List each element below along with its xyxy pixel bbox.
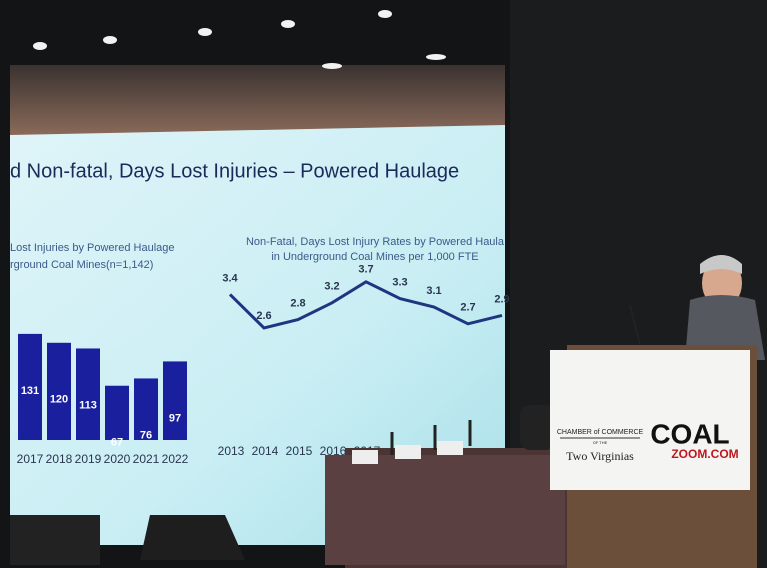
chart-title: in Underground Coal Mines per 1,000 FTE <box>271 251 478 263</box>
bar-value-label: 97 <box>169 412 181 424</box>
bar-value-label: 120 <box>50 394 68 406</box>
data-label: 3.4 <box>222 272 238 284</box>
bar-value-label: 67 <box>111 437 123 449</box>
chart-title: rground Coal Mines(n=1,142) <box>10 259 153 271</box>
x-tick-label: 2013 <box>218 444 245 458</box>
scene: d Non-fatal, Days Lost Injuries – Powere… <box>0 0 767 568</box>
x-tick-label: 2022 <box>162 452 189 466</box>
slide-title: d Non-fatal, Days Lost Injuries – Powere… <box>10 160 459 182</box>
region-text: Two Virginias <box>566 449 634 463</box>
zoom-logo: ZOOM.COM <box>671 447 738 461</box>
seated-person <box>520 405 555 450</box>
stage-strip <box>10 65 505 135</box>
coal-logo: COAL <box>650 418 729 449</box>
data-label: 2.6 <box>256 310 271 322</box>
data-label: 2.9 <box>494 293 509 305</box>
chart-title: Non-Fatal, Days Lost Injury Rates by Pow… <box>246 236 505 248</box>
bar <box>47 343 71 440</box>
page: d Non-fatal, Days Lost Injuries – Powere… <box>0 0 767 568</box>
x-tick-label: 2019 <box>75 452 102 466</box>
bar-value-label: 131 <box>21 385 39 397</box>
data-label: 3.1 <box>426 285 441 297</box>
x-tick-label: 2015 <box>286 444 313 458</box>
x-tick-label: 2017 <box>17 452 44 466</box>
data-label: 3.3 <box>392 277 407 289</box>
data-label: 2.8 <box>290 298 305 310</box>
speaker-box <box>10 515 100 565</box>
data-label: 3.2 <box>324 281 339 293</box>
tablecloth <box>325 455 565 565</box>
x-tick-label: 2020 <box>104 452 131 466</box>
data-label: 3.7 <box>358 264 373 276</box>
x-tick-label: 2014 <box>252 444 279 458</box>
bar <box>76 348 100 440</box>
bar <box>163 361 187 440</box>
bar-value-label: 113 <box>79 399 97 411</box>
data-label: 2.7 <box>460 302 475 314</box>
bar-value-label: 76 <box>140 429 152 441</box>
chamber-text: CHAMBER of COMMERCE <box>557 429 644 436</box>
of-the-text: OF THE <box>593 440 608 445</box>
x-tick-label: 2021 <box>133 452 160 466</box>
x-tick-label: 2018 <box>46 452 73 466</box>
chart-title: Lost Injuries by Powered Haulage <box>10 242 174 254</box>
bar <box>105 386 129 440</box>
